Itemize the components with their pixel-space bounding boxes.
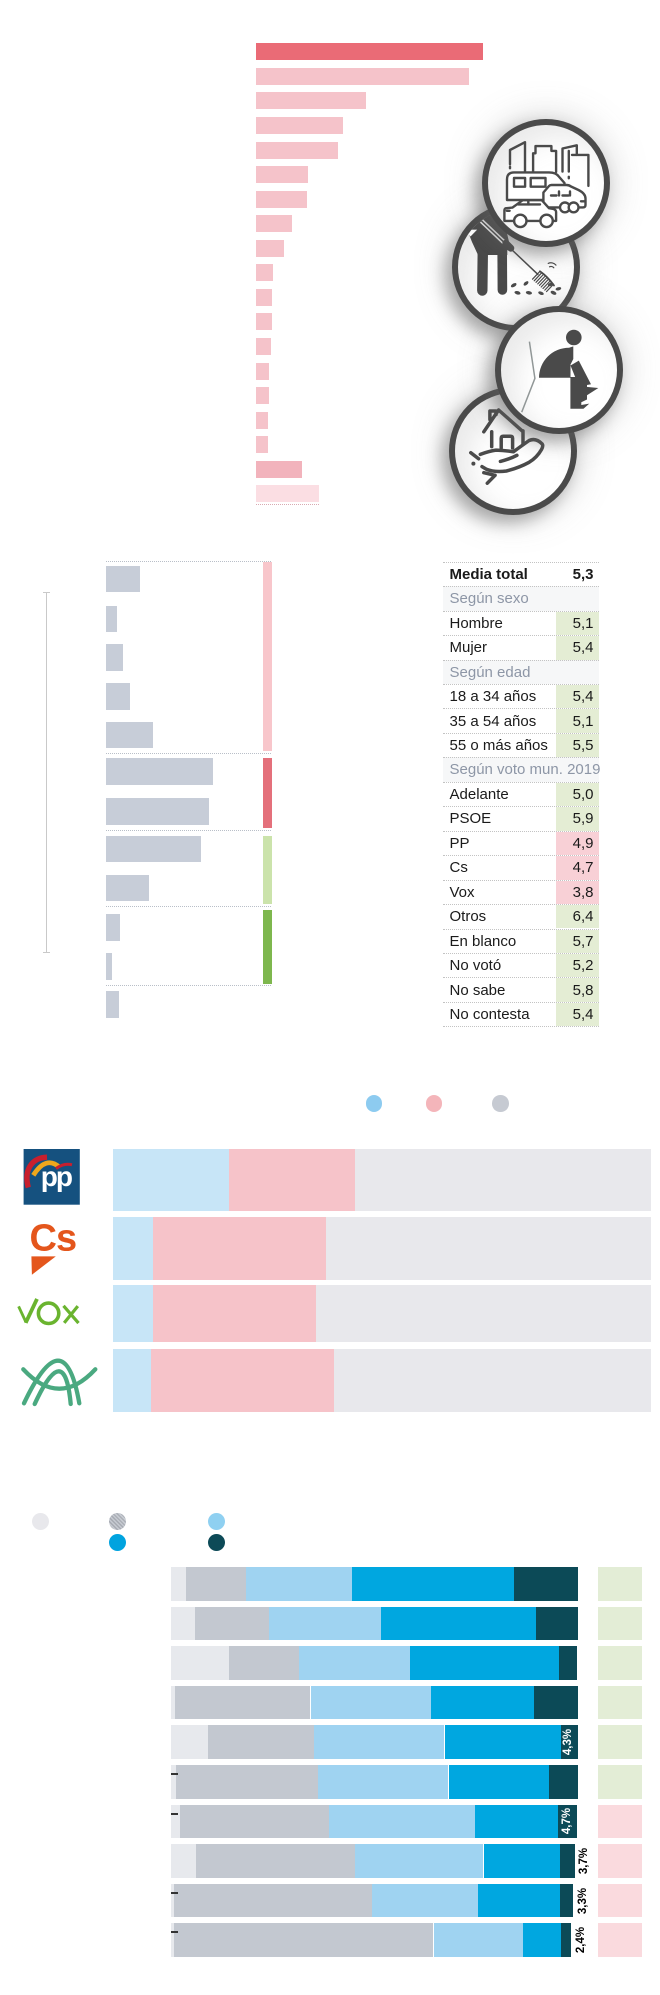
svg-text:Cs: Cs bbox=[30, 1218, 77, 1260]
svg-text:pp: pp bbox=[41, 1161, 72, 1192]
